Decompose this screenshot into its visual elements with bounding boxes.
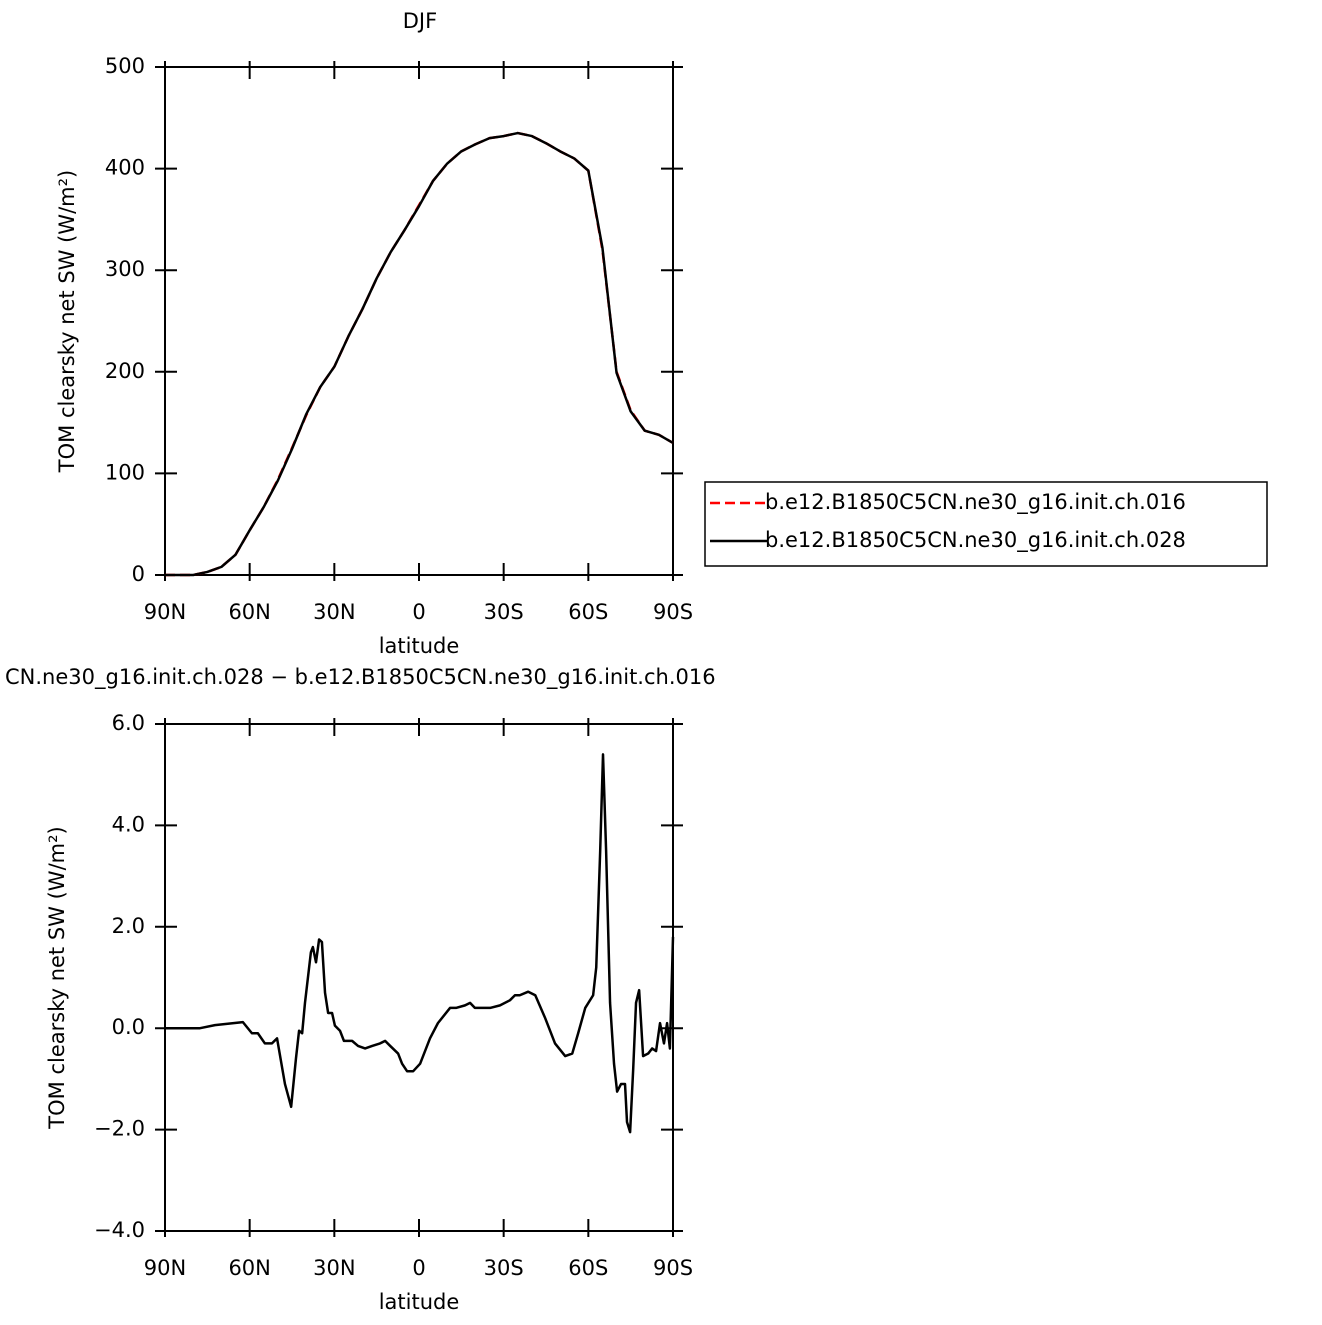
x-tick-label: 30S [484, 1256, 524, 1280]
chart-title: DJF [403, 9, 437, 33]
x-tick-label: 60N [228, 600, 270, 624]
x-tick-label: 60S [568, 1256, 608, 1280]
x-tick-label: 60S [568, 600, 608, 624]
y-axis-label: TOM clearsky net SW (W/m²) [45, 826, 69, 1129]
y-tick-label: 400 [105, 156, 145, 180]
y-tick-label: −2.0 [94, 1117, 145, 1141]
x-tick-label: 90S [653, 600, 693, 624]
x-tick-label: 0 [412, 1256, 425, 1280]
x-tick-label: 90N [144, 1256, 186, 1280]
x-axis-label: latitude [379, 634, 460, 658]
y-tick-label: 100 [105, 460, 145, 484]
x-tick-label: 90S [653, 1256, 693, 1280]
legend-box [704, 481, 1268, 567]
y-tick-label: 500 [105, 54, 145, 78]
x-tick-label: 60N [228, 1256, 270, 1280]
y-tick-label: 200 [105, 359, 145, 383]
plot-frame [164, 723, 674, 1232]
y-tick-label: 6.0 [112, 711, 145, 735]
x-tick-label: 30S [484, 600, 524, 624]
series-line [165, 131, 674, 577]
y-tick-label: 4.0 [112, 812, 145, 836]
y-axis-label: TOM clearsky net SW (W/m²) [55, 170, 79, 473]
plot-frame [164, 66, 674, 576]
y-tick-label: 300 [105, 257, 145, 281]
y-tick-label: −4.0 [94, 1218, 145, 1242]
x-tick-label: 90N [144, 600, 186, 624]
series-line [165, 131, 674, 577]
x-axis-label: latitude [379, 1290, 460, 1314]
y-tick-label: 2.0 [112, 914, 145, 938]
y-tick-label: 0.0 [112, 1015, 145, 1039]
x-tick-label: 30N [313, 600, 355, 624]
x-tick-label: 30N [313, 1256, 355, 1280]
series-line [165, 753, 675, 1134]
y-tick-label: 0 [132, 562, 145, 586]
legend-label: b.e12.B1850C5CN.ne30_g16.init.ch.028 [765, 528, 1186, 553]
chart-title: CN.ne30_g16.init.ch.028 − b.e12.B1850C5C… [5, 665, 716, 690]
x-tick-label: 0 [412, 600, 425, 624]
legend-label: b.e12.B1850C5CN.ne30_g16.init.ch.016 [765, 490, 1186, 515]
